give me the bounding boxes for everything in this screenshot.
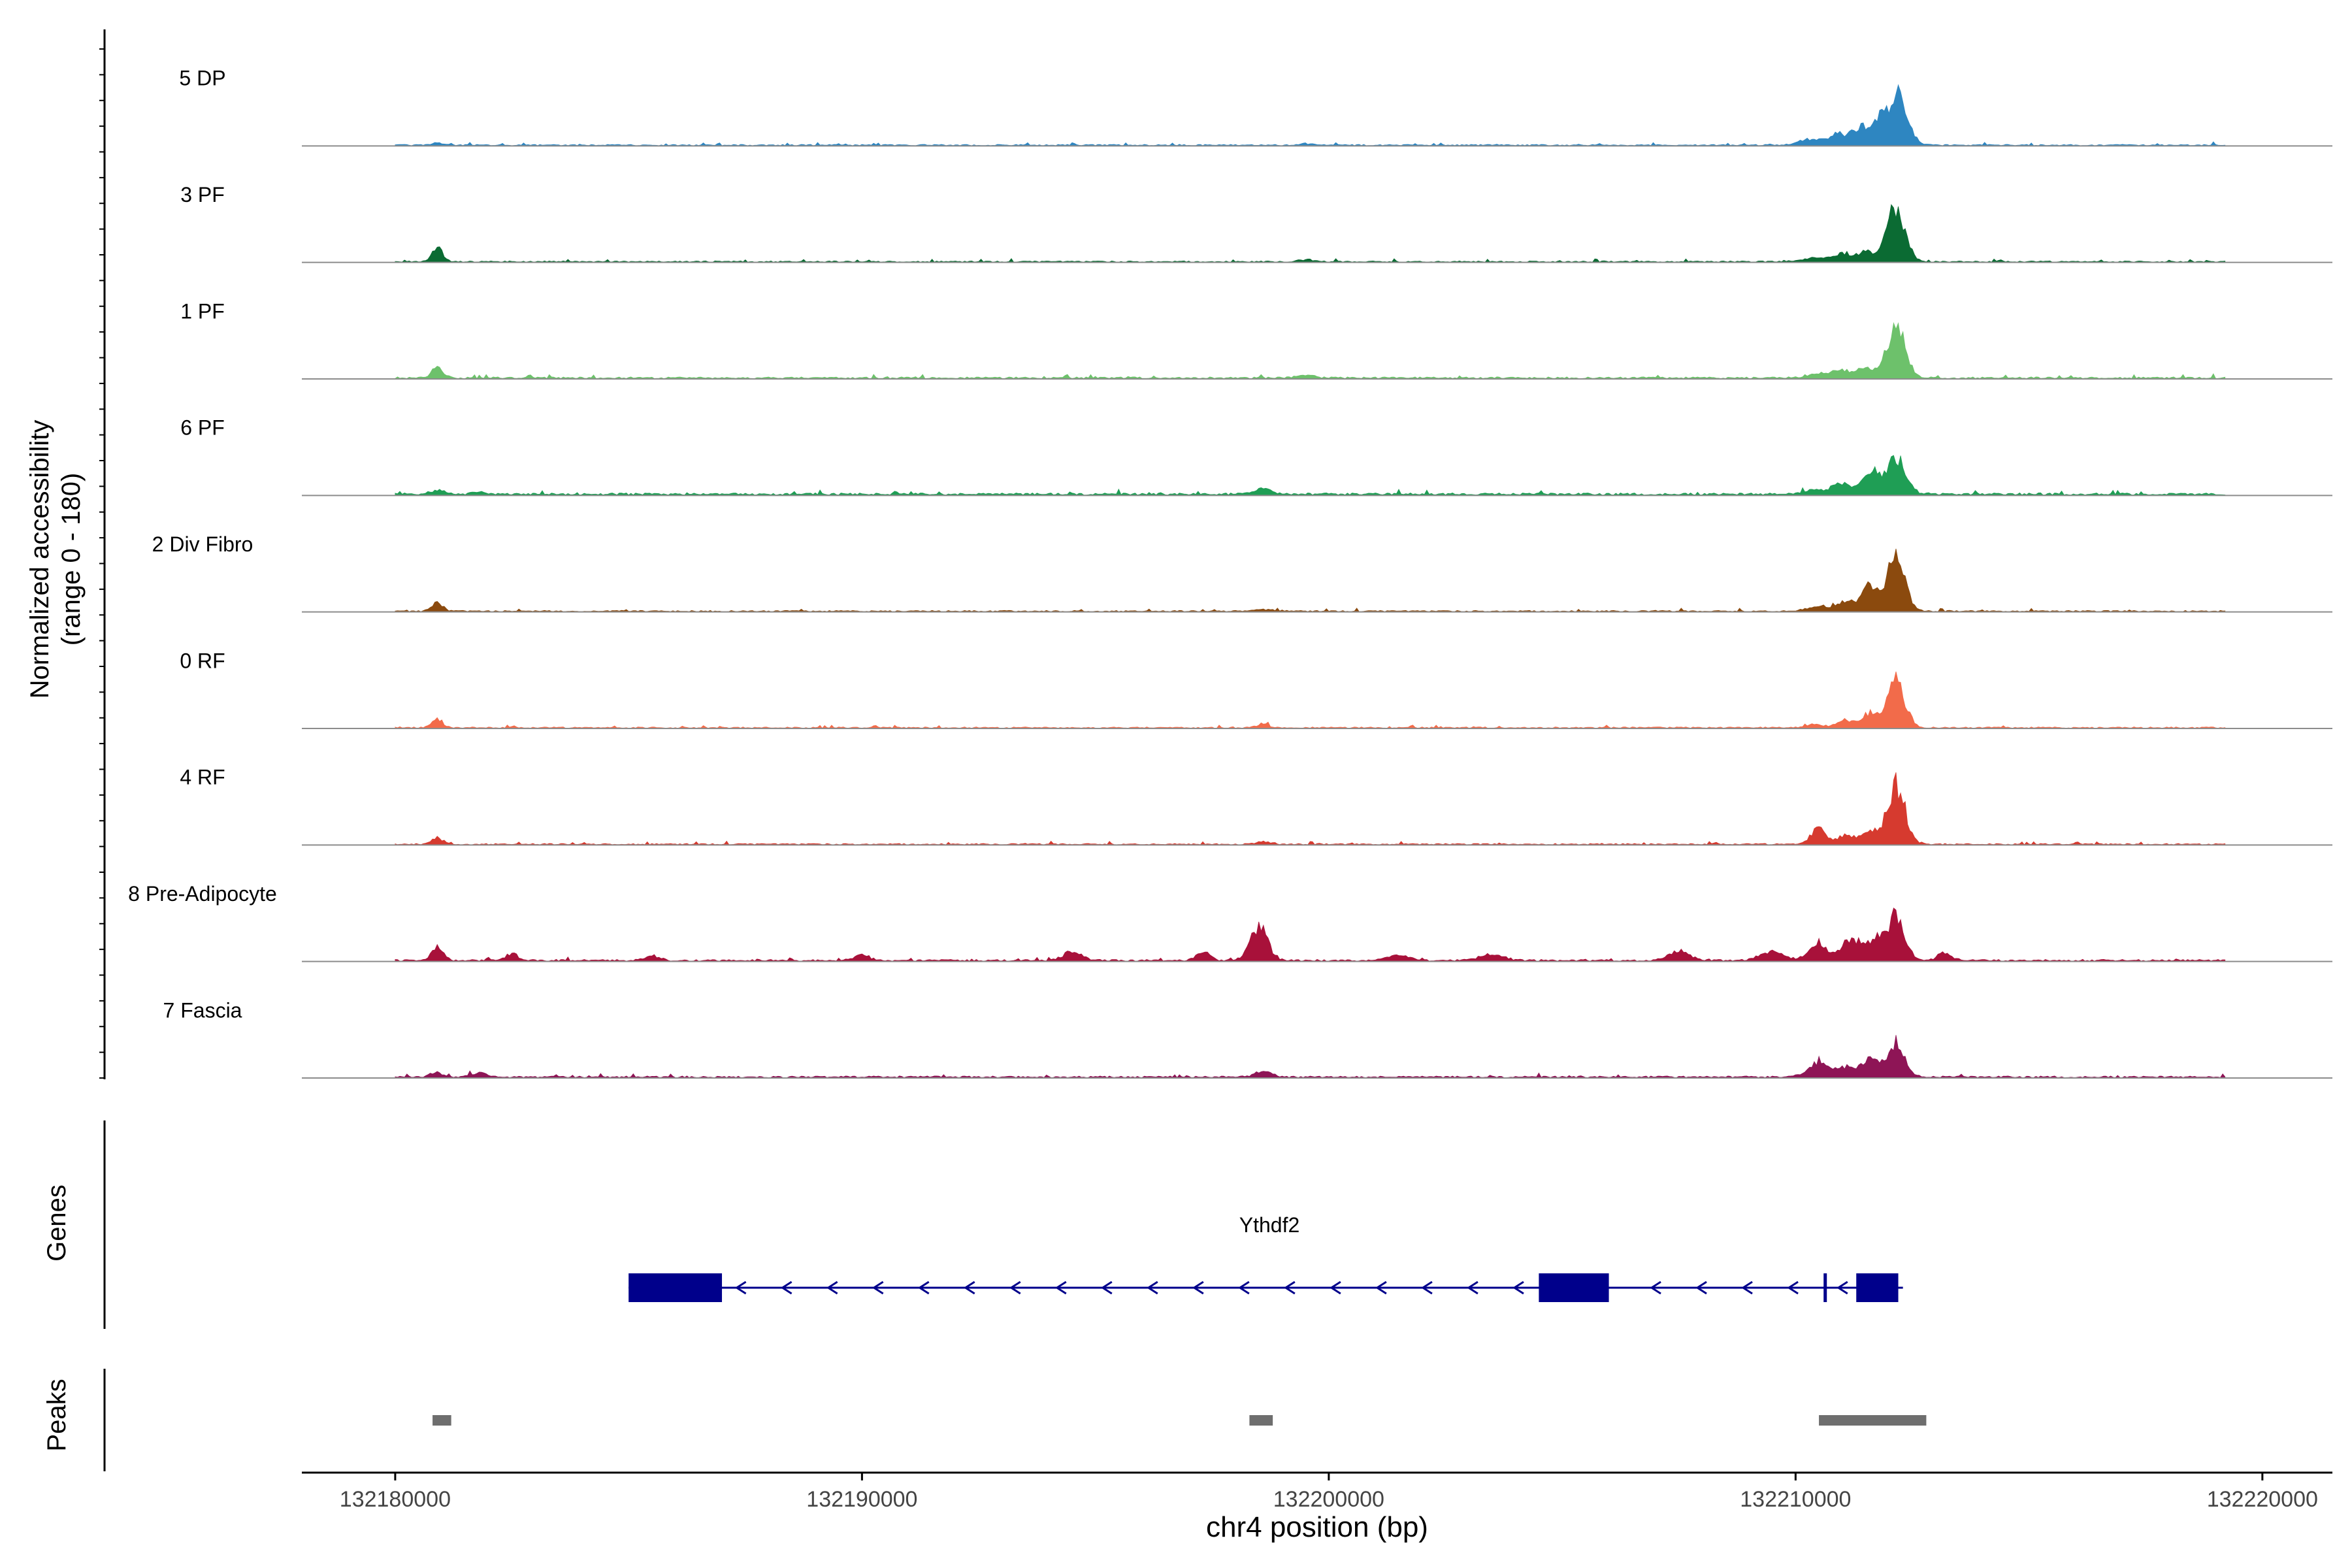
strand-arrow [1512,1281,1524,1295]
gene-exon [629,1273,723,1302]
coverage-area [395,671,2226,729]
coverage-area [395,204,2226,263]
axes: 132180000 132190000 132200000 132210000 1322… [99,29,2332,1512]
genes-label: Genes [42,1184,71,1262]
strand-arrow [1787,1281,1799,1295]
track-label: 7 Fascia [163,998,242,1022]
coverage-tracks: 5 DP 3 PF 1 PF 6 PF 2 Div Fibro 0 RF 4 RF 8 Pre… [128,67,2332,1079]
track-8-pre-adipocyte: 8 Pre-Adipocyte [128,882,2332,962]
strand-arrow [872,1281,884,1295]
strand-arrow [1284,1281,1296,1295]
track-1-pf: 1 PF [180,299,2332,380]
x-tick-label: 132200000 [1273,1487,1384,1512]
track-2-div-fibro: 2 Div Fibro [152,532,2332,613]
track-label: 0 RF [180,649,225,672]
x-axis-title: chr4 position (bp) [1206,1511,1428,1543]
gene-exon [1539,1273,1609,1302]
strand-arrow [826,1281,838,1295]
track-0-rf: 0 RF [180,649,2332,729]
coverage-area [395,455,2226,496]
peaks-track [433,1415,1927,1426]
x-tick-label: 132220000 [2207,1487,2318,1512]
x-tick-label: 132180000 [340,1487,451,1512]
coverage-area [395,321,2226,380]
gene-annotation-track [629,1273,1903,1302]
strand-arrow [917,1281,930,1295]
track-label: 2 Div Fibro [152,532,253,556]
strand-arrow [1192,1281,1204,1295]
x-tick-label: 132190000 [806,1487,917,1512]
track-3-pf: 3 PF [180,183,2332,263]
peak-region [1249,1415,1273,1426]
track-5-dp: 5 DP [179,67,2332,147]
strand-arrow [1741,1281,1753,1295]
track-label: 3 PF [180,183,225,206]
peak-region [1819,1415,1927,1426]
peak-region [433,1415,451,1426]
peaks-label: Peaks [42,1379,71,1451]
track-4-rf: 4 RF [180,766,2332,846]
strand-arrow [1054,1281,1067,1295]
strand-arrow [1238,1281,1250,1295]
strand-arrow [1695,1281,1707,1295]
x-tick-label: 132210000 [1740,1487,1851,1512]
strand-arrow [734,1281,747,1295]
strand-arrow [1147,1281,1158,1295]
track-7-fascia: 7 Fascia [163,998,2332,1079]
strand-arrow [1650,1281,1661,1295]
strand-arrow [1837,1281,1848,1295]
track-6-pf: 6 PF [180,416,2332,497]
track-label: 4 RF [180,766,225,789]
gene-exon [1856,1273,1899,1302]
track-label: 1 PF [180,299,225,323]
coverage-area [395,772,2226,845]
y-axis-title: Normalized accessibility [25,420,54,699]
strand-arrow [963,1281,975,1295]
gene-exon [1823,1273,1827,1302]
gene-name: Ythdf2 [1239,1213,1300,1237]
track-label: 8 Pre-Adipocyte [128,882,277,906]
track-label: 6 PF [180,416,225,440]
strand-arrow [1330,1281,1341,1295]
strand-arrow [1100,1281,1113,1295]
strand-arrow [780,1281,792,1295]
strand-arrow [1009,1281,1021,1295]
strand-arrow [1375,1281,1387,1295]
track-label: 5 DP [179,67,225,90]
y-axis-range: (range 0 - 180) [57,473,86,646]
strand-arrow [1467,1281,1478,1295]
strand-arrow [1421,1281,1433,1295]
